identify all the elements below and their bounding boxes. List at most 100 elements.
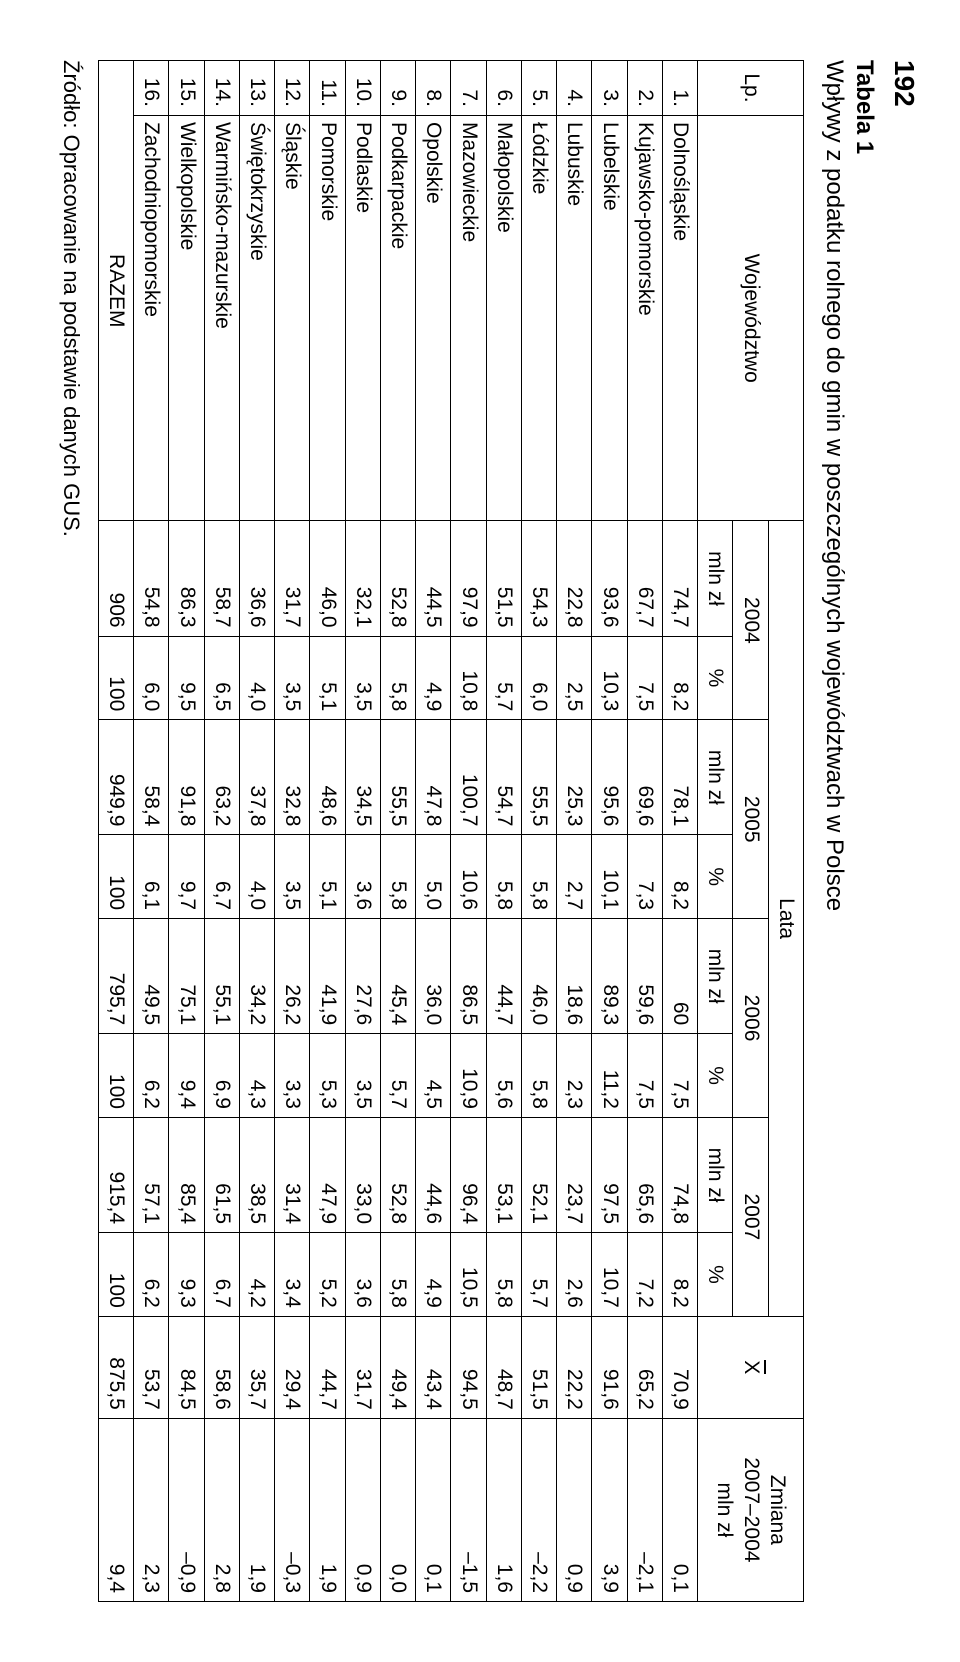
cell-m05: 34,5 — [345, 720, 380, 835]
cell-m05: 95,6 — [592, 720, 627, 835]
cell-p06: 5,7 — [381, 1034, 416, 1118]
cell-xbar: 44,7 — [310, 1316, 345, 1418]
cell-m04: 74,7 — [663, 521, 698, 636]
cell-p04: 3,5 — [275, 636, 310, 720]
cell-m07: 23,7 — [557, 1117, 592, 1232]
table-row: 11.Pomorskie46,05,148,65,141,95,347,95,2… — [310, 61, 345, 1602]
cell-p05: 5,0 — [416, 835, 451, 919]
cell-m05: 100,7 — [451, 720, 486, 835]
cell-m07: 52,1 — [522, 1117, 557, 1232]
table-row: 16.Zachodniopomorskie54,86,058,46,149,56… — [134, 61, 169, 1602]
th-lata: Lata — [768, 521, 803, 1316]
cell-xbar: 29,4 — [275, 1316, 310, 1418]
page-number: 192 — [888, 60, 920, 1602]
cell-xbar: 65,2 — [627, 1316, 662, 1418]
zmiana-l2: 2007–2004 — [740, 1457, 763, 1562]
cell-m05: 37,8 — [240, 720, 275, 835]
th-xbar: X — [698, 1316, 804, 1418]
cell-m05: 47,8 — [416, 720, 451, 835]
th-pct-07: % — [698, 1233, 733, 1317]
cell-t-p06: 100 — [99, 1034, 134, 1118]
cell-p07: 8,2 — [663, 1233, 698, 1317]
cell-m04: 32,1 — [345, 521, 380, 636]
cell-p05: 6,7 — [204, 835, 239, 919]
cell-p05: 7,3 — [627, 835, 662, 919]
table-caption: Wpływy z podatku rolnego do gmin w poszc… — [820, 60, 848, 1602]
cell-p04: 5,8 — [381, 636, 416, 720]
cell-p07: 5,7 — [522, 1233, 557, 1317]
table-row: 8.Opolskie44,54,947,85,036,04,544,64,943… — [416, 61, 451, 1602]
cell-m07: 47,9 — [310, 1117, 345, 1232]
cell-lp: 7. — [451, 61, 486, 116]
cell-lp: 5. — [522, 61, 557, 116]
cell-p06: 6,2 — [134, 1034, 169, 1118]
cell-name: Pomorskie — [310, 115, 345, 521]
cell-name: Podkarpackie — [381, 115, 416, 521]
cell-m04: 54,3 — [522, 521, 557, 636]
cell-m07: 96,4 — [451, 1117, 486, 1232]
cell-lp: 14. — [204, 61, 239, 116]
cell-p04: 10,8 — [451, 636, 486, 720]
cell-p05: 5,1 — [310, 835, 345, 919]
table-row: 14.Warmińsko-mazurskie58,76,563,26,755,1… — [204, 61, 239, 1602]
table-row: 15.Wielkopolskie86,39,591,89,775,19,485,… — [169, 61, 204, 1602]
cell-t-p04: 100 — [99, 636, 134, 720]
cell-lp: 13. — [240, 61, 275, 116]
cell-zm: 3,9 — [592, 1418, 627, 1601]
cell-m05: 25,3 — [557, 720, 592, 835]
cell-m07: 57,1 — [134, 1117, 169, 1232]
cell-m04: 44,5 — [416, 521, 451, 636]
cell-m07: 44,6 — [416, 1117, 451, 1232]
cell-lp: 8. — [416, 61, 451, 116]
cell-t-p07: 100 — [99, 1233, 134, 1317]
cell-m07: 65,6 — [627, 1117, 662, 1232]
data-table: Lp. Województwo Lata X Zmiana 2007–2004 … — [98, 60, 804, 1602]
cell-p06: 7,5 — [663, 1034, 698, 1118]
cell-name: Kujawsko-pomorskie — [627, 115, 662, 521]
cell-p07: 5,2 — [310, 1233, 345, 1317]
cell-p04: 5,1 — [310, 636, 345, 720]
cell-name: Warmińsko-mazurskie — [204, 115, 239, 521]
table-row: 12.Śląskie31,73,532,83,526,23,331,43,429… — [275, 61, 310, 1602]
cell-name: Zachodniopomorskie — [134, 115, 169, 521]
cell-m05: 78,1 — [663, 720, 698, 835]
table-row: 10.Podlaskie32,13,534,53,627,63,533,03,6… — [345, 61, 380, 1602]
cell-m06: 59,6 — [627, 919, 662, 1034]
cell-xbar: 22,2 — [557, 1316, 592, 1418]
cell-name: Opolskie — [416, 115, 451, 521]
cell-t-m04: 906 — [99, 521, 134, 636]
cell-xbar: 43,4 — [416, 1316, 451, 1418]
cell-m06: 18,6 — [557, 919, 592, 1034]
cell-m06: 34,2 — [240, 919, 275, 1034]
source-note: Źródło: Opracowanie na podstawie danych … — [58, 60, 84, 1602]
cell-p06: 5,6 — [486, 1034, 521, 1118]
cell-m06: 60 — [663, 919, 698, 1034]
cell-m06: 46,0 — [522, 919, 557, 1034]
cell-xbar: 51,5 — [522, 1316, 557, 1418]
cell-p04: 6,5 — [204, 636, 239, 720]
cell-p06: 2,3 — [557, 1034, 592, 1118]
cell-m04: 58,7 — [204, 521, 239, 636]
cell-lp: 4. — [557, 61, 592, 116]
cell-p07: 4,9 — [416, 1233, 451, 1317]
cell-p07: 3,4 — [275, 1233, 310, 1317]
cell-p04: 4,0 — [240, 636, 275, 720]
cell-xbar: 35,7 — [240, 1316, 275, 1418]
cell-lp: 1. — [663, 61, 698, 116]
cell-m06: 86,5 — [451, 919, 486, 1034]
cell-p04: 6,0 — [522, 636, 557, 720]
table-row: 2.Kujawsko-pomorskie67,77,569,67,359,67,… — [627, 61, 662, 1602]
cell-name: Małopolskie — [486, 115, 521, 521]
cell-xbar: 91,6 — [592, 1316, 627, 1418]
cell-p04: 2,5 — [557, 636, 592, 720]
cell-p04: 3,5 — [345, 636, 380, 720]
cell-m07: 74,8 — [663, 1117, 698, 1232]
cell-p06: 7,5 — [627, 1034, 662, 1118]
cell-zm: 0,9 — [345, 1418, 380, 1601]
cell-p05: 3,6 — [345, 835, 380, 919]
cell-m04: 52,8 — [381, 521, 416, 636]
cell-xbar: 94,5 — [451, 1316, 486, 1418]
cell-m07: 52,8 — [381, 1117, 416, 1232]
cell-p04: 9,5 — [169, 636, 204, 720]
cell-p07: 4,2 — [240, 1233, 275, 1317]
